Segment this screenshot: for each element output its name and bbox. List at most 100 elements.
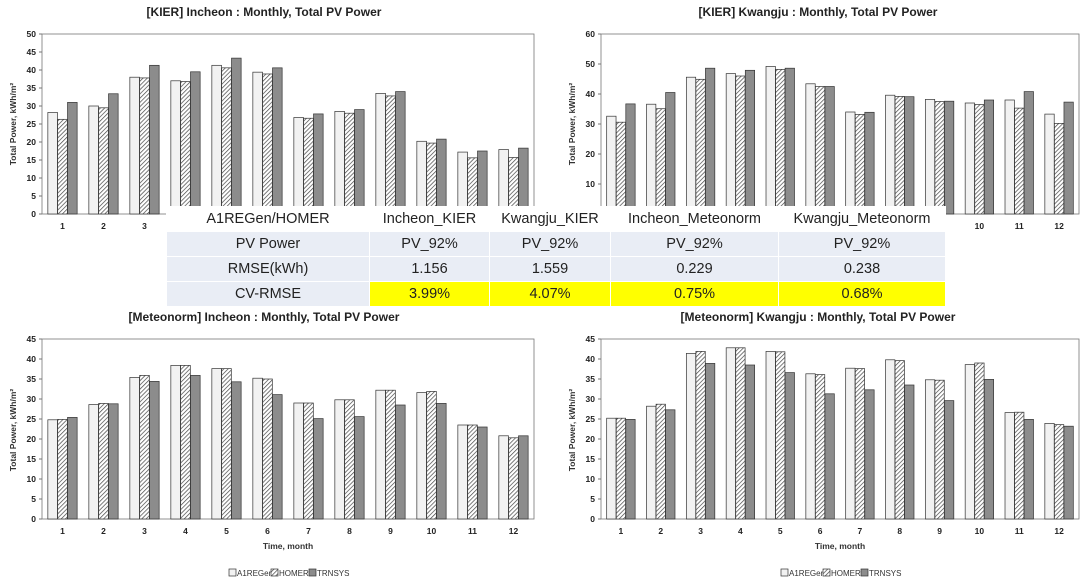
bar-trnsys (944, 100, 955, 215)
bar-trnsys (625, 419, 636, 520)
plot-area (41, 338, 535, 520)
y-tick-label: 5 (31, 494, 36, 504)
bar-trnsys (665, 409, 676, 520)
y-tick-label: 10 (586, 474, 596, 484)
y-tick-label: 35 (586, 374, 596, 384)
bar-trnsys (1023, 91, 1034, 215)
y-axis-label: Total Power, kWh/m² (8, 389, 18, 472)
bar-a1regen (252, 377, 263, 520)
bar-a1regen (1044, 113, 1055, 215)
bar-homer (1054, 424, 1065, 520)
bar-homer (508, 437, 519, 520)
bar-a1regen (457, 424, 468, 520)
bar-homer (775, 69, 786, 215)
table-cell: 3.99% (369, 281, 490, 307)
bar-a1regen (845, 111, 856, 215)
bar-trnsys (67, 102, 78, 215)
y-tick-label: 15 (586, 454, 596, 464)
y-tick-label: 60 (586, 29, 596, 39)
table-cell: PV_92% (778, 231, 946, 257)
x-tick-label: 8 (897, 526, 902, 536)
x-tick-label: 12 (1054, 526, 1064, 536)
bar-homer (815, 86, 826, 215)
bar-homer (139, 375, 150, 520)
bar-trnsys (149, 381, 160, 520)
bar-homer (854, 114, 865, 215)
bar-trnsys (231, 381, 242, 520)
x-tick-label: 11 (468, 526, 477, 536)
bar-a1regen (88, 105, 99, 215)
bar-homer (385, 95, 396, 215)
table-cell: 0.238 (778, 256, 946, 282)
bar-trnsys (1063, 101, 1074, 215)
bar-homer (655, 403, 666, 520)
bar-trnsys (272, 67, 283, 215)
bar-homer (1014, 411, 1025, 520)
bar-a1regen (334, 399, 345, 520)
x-axis-label: Time, month (263, 541, 313, 551)
bar-trnsys (705, 67, 716, 215)
y-tick-label: 20 (27, 434, 37, 444)
x-tick-label: 12 (509, 526, 519, 536)
bar-trnsys (665, 92, 676, 215)
bar-homer (344, 399, 355, 520)
x-tick-label: 5 (224, 526, 229, 536)
x-tick-label: 6 (265, 526, 270, 536)
x-tick-label: 10 (975, 526, 985, 536)
bar-a1regen (646, 103, 657, 215)
bar-homer (98, 403, 109, 520)
bar-trnsys (744, 364, 756, 520)
bar-homer (934, 101, 945, 215)
y-tick-label: 45 (27, 334, 37, 344)
bar-trnsys (518, 147, 529, 215)
table-row: PV Power PV_92% PV_92% PV_92% PV_92% (166, 231, 946, 257)
x-tick-label: 2 (101, 221, 106, 231)
table-cell: 0.68% (778, 281, 946, 307)
bar-a1regen (725, 347, 736, 520)
x-axis-label: Time, month (815, 541, 865, 551)
bar-a1regen (606, 417, 617, 520)
bar-a1regen (606, 115, 617, 215)
x-tick-label: 10 (975, 221, 985, 231)
bar-homer (775, 351, 786, 520)
bar-a1regen (47, 419, 58, 520)
y-tick-label: 10 (586, 179, 596, 189)
table-cell: 0.229 (610, 256, 779, 282)
legend-label: HOMER (279, 569, 309, 578)
legend-label: HOMER (831, 569, 861, 578)
legend-swatch (860, 568, 869, 577)
y-tick-label: 5 (590, 494, 595, 504)
y-tick-label: 30 (586, 119, 596, 129)
y-tick-label: 40 (27, 354, 37, 364)
table-cell: 1.559 (489, 256, 611, 282)
table-row: A1REGen/HOMER Incheon_KIER Kwangju_KIER Inc… (166, 206, 946, 232)
bar-trnsys (67, 417, 78, 520)
y-tick-label: 35 (27, 374, 37, 384)
legend-swatch (228, 568, 237, 577)
bar-homer (262, 73, 273, 215)
table-cell: PV_92% (489, 231, 611, 257)
table-header-cell: Kwangju_Meteonorm (778, 206, 946, 232)
bar-trnsys (149, 64, 160, 215)
bar-a1regen (924, 99, 936, 215)
bar-a1regen (685, 353, 697, 520)
bar-trnsys (436, 138, 447, 215)
bar-a1regen (725, 73, 736, 215)
table-cell: 1.156 (369, 256, 490, 282)
legend-label: TRNSYS (317, 569, 349, 578)
bar-a1regen (964, 102, 975, 215)
x-tick-label: 1 (619, 526, 624, 536)
bar-a1regen (1044, 423, 1055, 520)
bar-a1regen (375, 93, 386, 215)
bar-homer (57, 118, 68, 215)
bar-trnsys (983, 379, 995, 520)
bar-a1regen (805, 83, 816, 215)
bar-homer (934, 379, 945, 520)
chart-kier-kwangju: [KIER] Kwangju : Monthly, Total PV Power… (567, 5, 1080, 231)
chart-meteonorm-kwangju: [Meteonorm] Kwangju : Monthly, Total PV … (567, 310, 1080, 578)
chart-title: [Meteonorm] Incheon : Monthly, Total PV … (129, 310, 400, 324)
bar-a1regen (334, 111, 345, 215)
x-tick-label: 4 (183, 526, 188, 536)
bar-a1regen (88, 404, 99, 520)
bar-homer (615, 121, 626, 215)
